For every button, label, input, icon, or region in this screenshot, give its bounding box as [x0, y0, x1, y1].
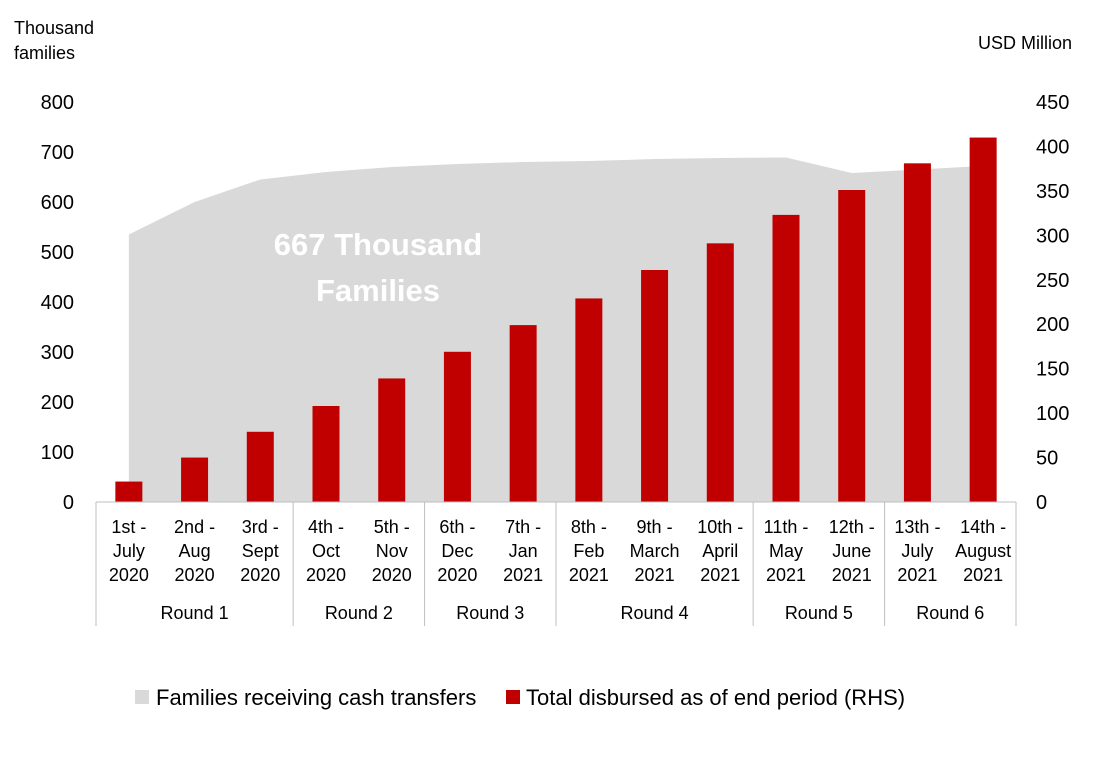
- category-labels: 1st -July 2020 2nd -Aug 2020 3rd -Sept 2020 4t…: [109, 517, 1011, 585]
- area-series-layer: [128, 157, 984, 502]
- right-tick-label: 250: [1036, 270, 1069, 292]
- bar-series-layer: [115, 137, 997, 503]
- right-tick-label: 0: [1036, 492, 1047, 514]
- category-label: 9th -March 2021: [630, 517, 680, 585]
- left-tick-label: 700: [41, 142, 74, 164]
- right-axis-label: USD Million: [978, 33, 1072, 53]
- legend: Families receiving cash transfers Total …: [135, 685, 905, 710]
- bar-4: [312, 406, 340, 502]
- annotation-line-1: 667 Thousand: [274, 227, 482, 262]
- category-label: 3rd -Sept 2020: [240, 517, 280, 585]
- round-label: Round 2: [325, 603, 393, 623]
- category-label: 10th -April 2021: [697, 517, 743, 585]
- right-tick-label: 450: [1036, 92, 1069, 114]
- round-label: Round 3: [456, 603, 524, 623]
- category-label: 4th -Oct 2020: [306, 517, 346, 585]
- annotation-line-2: Families: [316, 273, 440, 308]
- bar-14: [969, 137, 997, 503]
- bar-9: [641, 270, 669, 502]
- right-tick-label: 300: [1036, 225, 1069, 247]
- round-label: Round 4: [621, 603, 689, 623]
- round-label: Round 5: [785, 603, 853, 623]
- left-tick-label: 600: [41, 192, 74, 214]
- legend-label-bar: Total disbursed as of end period (RHS): [526, 685, 905, 710]
- right-tick-label: 200: [1036, 314, 1069, 336]
- category-label: 8th -Feb 2021: [569, 517, 609, 585]
- left-tick-label: 100: [41, 442, 74, 464]
- left-tick-label: 200: [41, 392, 74, 414]
- right-tick-label: 350: [1036, 181, 1069, 203]
- bar-7: [509, 325, 537, 502]
- bar-6: [443, 351, 471, 502]
- bar-3: [246, 431, 274, 502]
- category-label: 7th -Jan 2021: [503, 517, 543, 585]
- area-annotation: 667 Thousand Families: [274, 227, 482, 308]
- left-tick-label: 500: [41, 242, 74, 264]
- bar-12: [838, 190, 866, 502]
- right-tick-label: 100: [1036, 403, 1069, 425]
- legend-swatch-area: [135, 690, 149, 704]
- bar-13: [903, 163, 931, 503]
- round-label: Round 1: [161, 603, 229, 623]
- bar-1: [115, 481, 143, 502]
- bar-11: [772, 214, 800, 502]
- category-label: 12th -June 2021: [829, 517, 875, 585]
- category-label: 1st -July 2020: [109, 517, 149, 585]
- bar-5: [378, 378, 406, 502]
- right-tick-label: 400: [1036, 136, 1069, 158]
- left-axis-label-line-1: Thousand: [14, 18, 94, 38]
- round-labels: Round 1 Round 2 Round 3 Round 4 Round 5 Round…: [95, 502, 1017, 626]
- left-axis-ticks: 0 100 200 300 400 500 600 700 800: [41, 92, 74, 514]
- left-tick-label: 0: [63, 492, 74, 514]
- category-label: 6th -Dec 2020: [437, 517, 477, 585]
- category-label: 14th -August 2021: [955, 517, 1011, 585]
- category-label: 11th -May 2021: [764, 517, 809, 585]
- bar-10: [706, 243, 734, 503]
- left-tick-label: 400: [41, 292, 74, 314]
- left-tick-label: 800: [41, 92, 74, 114]
- right-tick-label: 50: [1036, 448, 1058, 470]
- category-label: 2nd -Aug 2020: [174, 517, 215, 585]
- round-label: Round 6: [916, 603, 984, 623]
- bar-2: [181, 457, 209, 502]
- right-tick-label: 150: [1036, 359, 1069, 381]
- left-axis-label-line-2: families: [14, 43, 75, 63]
- right-axis-ticks: 0 50 100 150 200 250 300 350 400 450: [1036, 92, 1069, 514]
- left-tick-label: 300: [41, 342, 74, 364]
- bar-8: [575, 298, 603, 502]
- area-families: [128, 157, 984, 502]
- category-label: 5th -Nov 2020: [372, 517, 412, 585]
- legend-label-area: Families receiving cash transfers: [156, 685, 476, 710]
- category-label: 13th -July 2021: [894, 517, 940, 585]
- legend-swatch-bar: [506, 690, 520, 704]
